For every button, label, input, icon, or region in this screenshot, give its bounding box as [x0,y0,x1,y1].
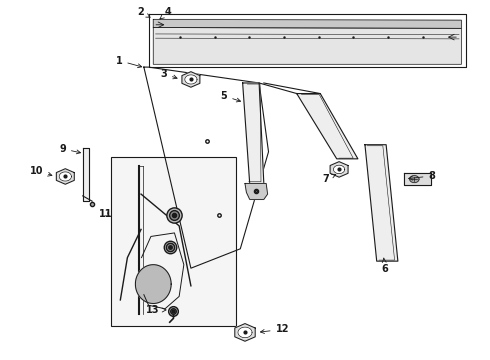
Text: 7: 7 [322,174,336,184]
Polygon shape [410,176,419,183]
Polygon shape [365,145,398,261]
Polygon shape [153,28,462,64]
Polygon shape [182,72,200,87]
Text: 11: 11 [99,209,113,219]
Polygon shape [153,19,462,28]
Polygon shape [330,162,348,177]
Polygon shape [56,169,74,184]
Text: 3: 3 [160,69,177,79]
Polygon shape [238,327,252,338]
Polygon shape [243,83,264,184]
Polygon shape [333,165,345,174]
Polygon shape [245,184,268,199]
Polygon shape [235,324,255,341]
Text: 8: 8 [409,171,435,181]
Text: 4: 4 [160,7,172,19]
Text: 6: 6 [381,258,388,274]
Bar [111,157,236,327]
Text: 10: 10 [29,166,52,176]
Polygon shape [404,173,431,185]
Text: 5: 5 [220,91,241,102]
Text: 9: 9 [59,144,80,154]
Polygon shape [297,94,358,159]
Text: 1: 1 [116,55,142,68]
Text: 13: 13 [146,305,166,315]
Polygon shape [83,148,89,201]
Text: 2: 2 [137,7,150,17]
Polygon shape [135,265,171,303]
Text: 12: 12 [261,324,289,334]
Polygon shape [59,172,72,181]
Polygon shape [185,75,197,84]
